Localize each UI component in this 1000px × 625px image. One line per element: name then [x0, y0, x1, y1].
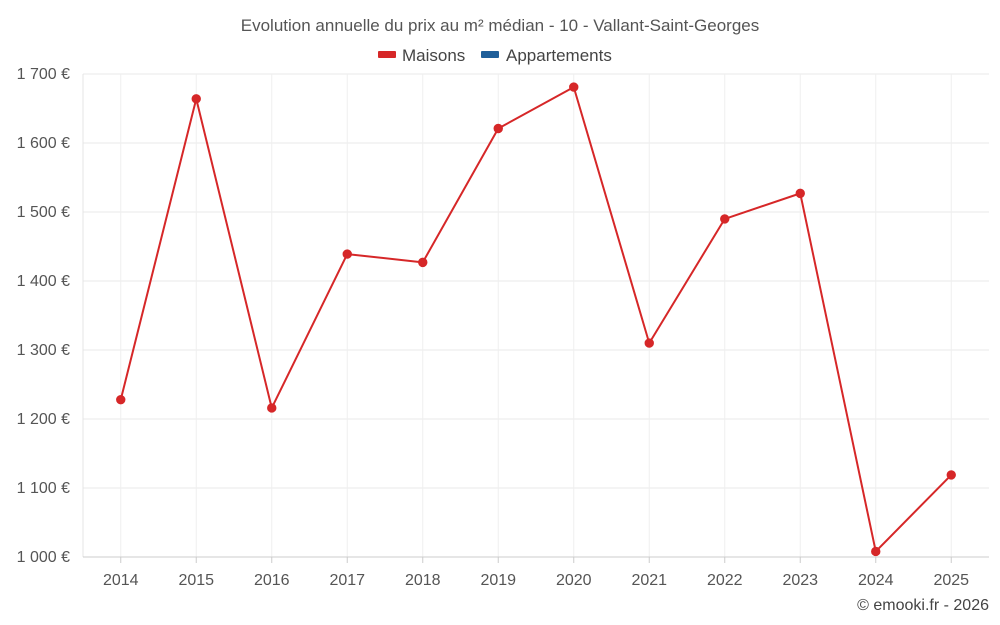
x-tick-label: 2023: [782, 572, 818, 589]
data-point-maisons-2024[interactable]: [871, 546, 881, 557]
data-point-maisons-2022[interactable]: [720, 214, 730, 224]
x-tick-label: 2015: [178, 572, 214, 589]
data-point-maisons-2015[interactable]: [191, 94, 201, 104]
x-axis: 2014 2015 2016 2017 2018 2019 2020 2021 2022 2023…: [83, 556, 989, 589]
y-tick-label: 1 200 €: [17, 411, 70, 428]
y-tick-label: 1 600 €: [17, 135, 70, 152]
data-point-maisons-2019[interactable]: [493, 123, 503, 134]
legend-label-appartements: Appartements: [506, 46, 612, 65]
x-tick-label: 2025: [933, 572, 969, 589]
x-tick-label: 2018: [405, 572, 441, 589]
y-tick-label: 1 000 €: [17, 549, 70, 566]
legend-item-appartements[interactable]: Appartements: [481, 46, 612, 65]
x-tick-label: 2021: [631, 572, 667, 589]
series-layer: [116, 82, 956, 557]
series-line-maisons: [119, 86, 953, 553]
y-tick-label: 1 300 €: [17, 342, 70, 359]
y-tick-label: 1 500 €: [17, 204, 70, 221]
x-tick-label: 2024: [858, 572, 894, 589]
y-tick-label: 1 700 €: [17, 66, 70, 83]
data-point-maisons-2016[interactable]: [267, 403, 277, 413]
data-point-maisons-2021[interactable]: [644, 338, 654, 348]
x-tick-label: 2014: [103, 572, 139, 589]
grid: [82, 73, 989, 558]
legend: Maisons Appartements: [378, 46, 612, 65]
data-point-maisons-2017[interactable]: [342, 249, 352, 259]
x-tick-label: 2019: [480, 572, 516, 589]
y-tick-label: 1 400 €: [17, 273, 70, 290]
x-tick-label: 2020: [556, 572, 592, 589]
data-point-maisons-2014[interactable]: [116, 394, 126, 405]
data-point-maisons-2023[interactable]: [795, 188, 805, 199]
y-tick-label: 1 100 €: [17, 480, 70, 497]
x-tick-label: 2016: [254, 572, 290, 589]
data-point-maisons-2025[interactable]: [946, 470, 956, 480]
legend-label-maisons: Maisons: [402, 46, 465, 65]
data-point-maisons-2020[interactable]: [569, 82, 579, 92]
x-tick-label: 2022: [707, 572, 743, 589]
legend-item-maisons[interactable]: Maisons: [378, 46, 465, 65]
legend-swatch-maisons: [378, 51, 396, 58]
y-axis: 1 000 € 1 100 € 1 200 € 1 300 € 1 400 € 1 500…: [17, 66, 70, 566]
legend-swatch-appartements: [481, 51, 499, 58]
chart-title: Evolution annuelle du prix au m² médian …: [241, 16, 759, 35]
credit-text: © emooki.fr - 2026: [857, 597, 989, 614]
x-tick-label: 2017: [329, 572, 365, 589]
data-point-maisons-2018[interactable]: [418, 257, 428, 268]
